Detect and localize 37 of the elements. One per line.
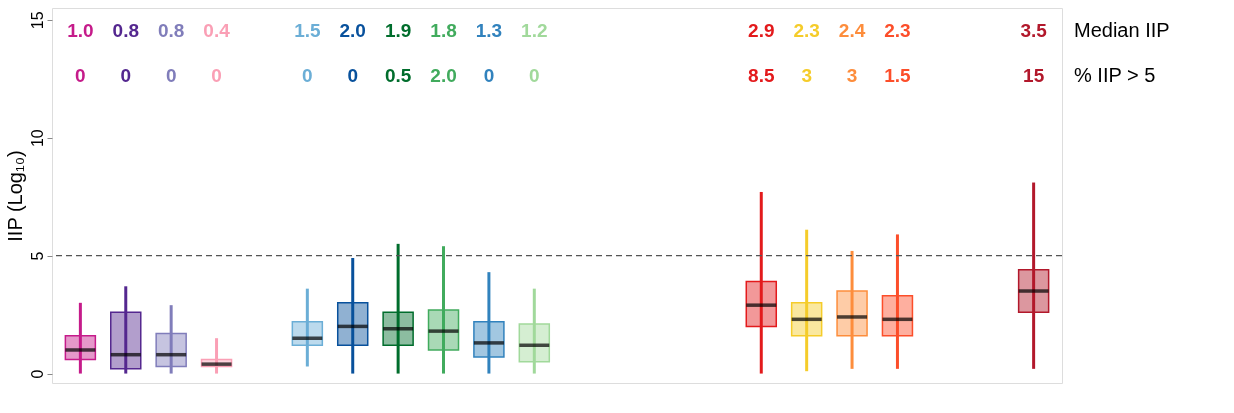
text: 1.8	[430, 19, 457, 41]
text: 1.0	[67, 19, 94, 41]
text: 1.5	[884, 64, 911, 86]
y-tick-label: 5	[28, 251, 46, 261]
text: 2.0	[430, 64, 457, 86]
annotation: 3	[846, 64, 858, 86]
annotation: 0.5	[384, 64, 412, 86]
annotation: 0	[529, 64, 540, 86]
text: 1.2	[521, 19, 548, 41]
text: Median IIP	[1074, 18, 1170, 41]
text: 0.8	[157, 19, 185, 41]
text: 0.4	[203, 19, 230, 41]
text: 0.8	[112, 19, 139, 41]
annotation: 0	[75, 64, 86, 86]
text: 2.3	[793, 19, 820, 41]
y-tick-label: 15	[28, 11, 46, 30]
y-axis-title: IIP (Log₁₀)	[3, 150, 26, 242]
y-tick-label: 10	[28, 129, 46, 148]
annotation: 15	[1023, 64, 1045, 86]
annotation: 8.5	[748, 64, 775, 86]
annotation: 3	[801, 64, 812, 86]
text: % IIP > 5	[1074, 63, 1156, 86]
annotation: 0	[165, 64, 177, 86]
text: 2.3	[884, 19, 911, 41]
annotation: 2.0	[339, 19, 366, 41]
annotation: 0	[347, 64, 359, 86]
text: 3.5	[1020, 19, 1047, 41]
text: 2.4	[838, 19, 866, 41]
annotation: 0	[302, 64, 313, 86]
text: 1.3	[475, 19, 503, 41]
text: 1.9	[384, 19, 412, 41]
y-tick-label: 0	[28, 369, 46, 379]
annotation: 0	[211, 64, 222, 86]
annotation: 1.5	[294, 19, 321, 41]
annotation: 0	[120, 64, 132, 86]
annotation: 0	[483, 64, 495, 86]
text: 2.9	[748, 19, 775, 41]
